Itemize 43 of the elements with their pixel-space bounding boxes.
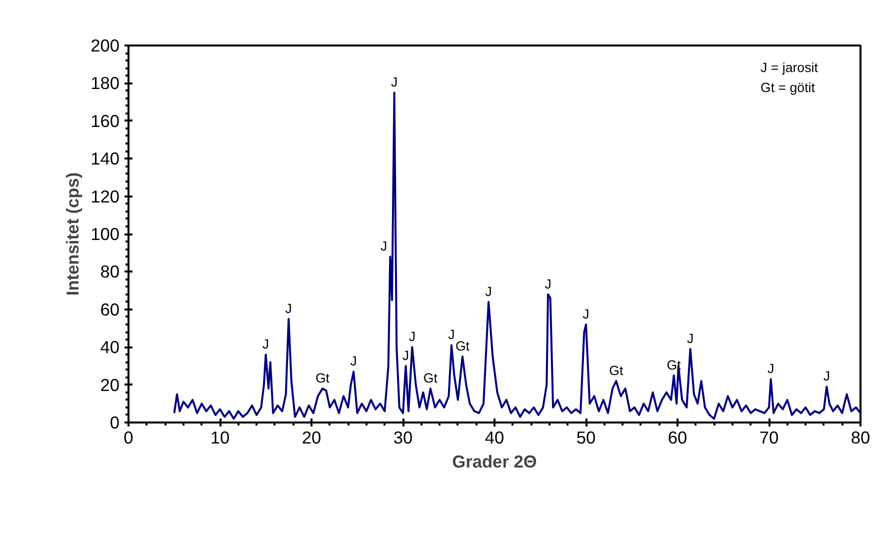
x-tick-label: 10 [210, 428, 230, 448]
x-tick-label: 80 [850, 428, 870, 448]
annotation: Gt [315, 370, 330, 386]
annotation: J [402, 348, 410, 363]
annotation: J [582, 306, 590, 322]
y-tick-label: 80 [100, 262, 120, 282]
y-tick-label: 0 [110, 412, 120, 432]
annotation: Gt = götit [760, 80, 816, 95]
annotation: J [686, 330, 694, 346]
y-tick-label: 100 [90, 224, 120, 244]
x-tick-label: 40 [484, 428, 504, 448]
y-tick-label: 20 [100, 374, 120, 395]
x-tick-label: 70 [759, 428, 779, 448]
y-axis-title: Intensitet (cps) [62, 172, 83, 296]
annotation: J [350, 354, 357, 369]
y-tick-label: 40 [100, 337, 120, 358]
annotation: J [768, 361, 774, 376]
y-tick-label: 180 [90, 73, 120, 94]
annotation: J [448, 327, 455, 342]
annotation: J [285, 300, 292, 316]
annotation: J [823, 368, 830, 384]
y-tick-label: 60 [100, 299, 120, 320]
y-tick-label: 200 [90, 36, 120, 56]
annotation: J [544, 276, 552, 292]
annotation: Gt [423, 370, 438, 386]
x-tick-label: 0 [124, 428, 134, 448]
x-tick-label: 60 [668, 428, 688, 448]
y-tick-label: 120 [90, 186, 120, 206]
annotation: Gt [666, 357, 682, 372]
x-tick-label: 50 [576, 428, 596, 448]
annotation: Gt [455, 338, 470, 354]
x-tick-label: 30 [393, 428, 413, 448]
annotation: J [390, 74, 398, 90]
annotation: J [262, 336, 270, 352]
x-axis-title: Grader 2Θ [452, 452, 537, 472]
annotation: J [408, 329, 416, 344]
y-tick-label: 160 [90, 110, 120, 131]
annotation: J = jarosit [760, 60, 818, 75]
annotation: J [380, 238, 388, 254]
x-tick-label: 20 [302, 428, 322, 448]
annotation: J [485, 284, 492, 299]
annotation: Gt [609, 363, 624, 378]
y-tick-label: 140 [90, 148, 120, 169]
